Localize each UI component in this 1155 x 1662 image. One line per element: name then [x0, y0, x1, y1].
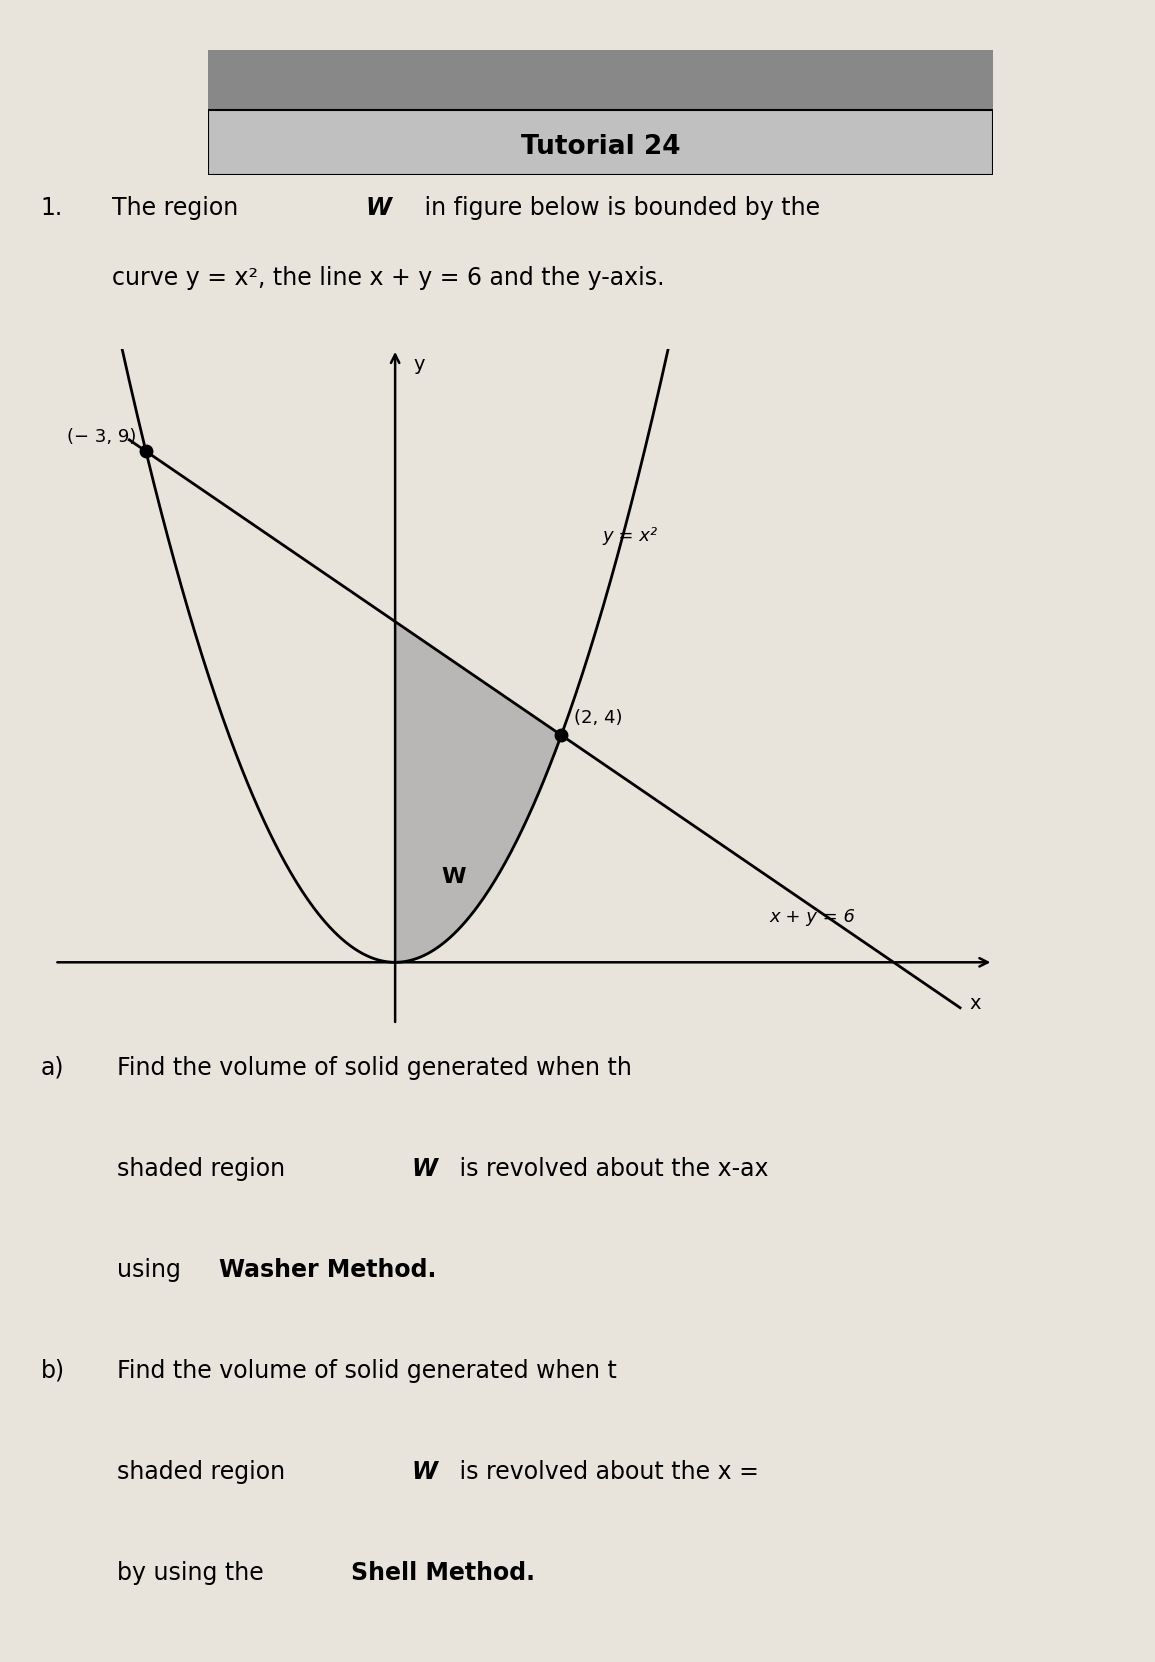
Text: Shell Method.: Shell Method. [351, 1561, 535, 1586]
Text: is revolved about the x =: is revolved about the x = [453, 1459, 767, 1484]
FancyBboxPatch shape [208, 110, 993, 175]
Text: W: W [441, 868, 465, 888]
Text: shaded region: shaded region [117, 1157, 292, 1180]
Text: W: W [411, 1459, 438, 1484]
Text: y = x²: y = x² [603, 527, 658, 545]
Text: x: x [969, 994, 981, 1012]
Text: x + y = 6: x + y = 6 [769, 907, 855, 926]
Text: curve y = x², the line x + y = 6 and the y-axis.: curve y = x², the line x + y = 6 and the… [112, 266, 664, 289]
Text: by using the: by using the [117, 1561, 271, 1586]
Text: W: W [366, 196, 392, 219]
Text: y: y [413, 354, 425, 374]
Text: 1.: 1. [40, 196, 62, 219]
Text: W: W [411, 1157, 438, 1180]
Text: is revolved about the x-ax: is revolved about the x-ax [453, 1157, 769, 1180]
Text: Find the volume of solid generated when t: Find the volume of solid generated when … [117, 1360, 617, 1383]
Text: Find the volume of solid generated when th: Find the volume of solid generated when … [117, 1055, 632, 1080]
FancyBboxPatch shape [208, 50, 993, 111]
Text: in figure below is bounded by the: in figure below is bounded by the [417, 196, 820, 219]
Text: (2, 4): (2, 4) [574, 708, 623, 726]
Text: Washer Method.: Washer Method. [218, 1258, 435, 1281]
Text: Tutorial 24: Tutorial 24 [521, 135, 680, 160]
Text: a): a) [40, 1055, 65, 1080]
Text: The region: The region [112, 196, 246, 219]
Text: using: using [117, 1258, 188, 1281]
Text: shaded region: shaded region [117, 1459, 292, 1484]
Text: b): b) [40, 1360, 65, 1383]
Text: (− 3, 9): (− 3, 9) [67, 427, 136, 445]
